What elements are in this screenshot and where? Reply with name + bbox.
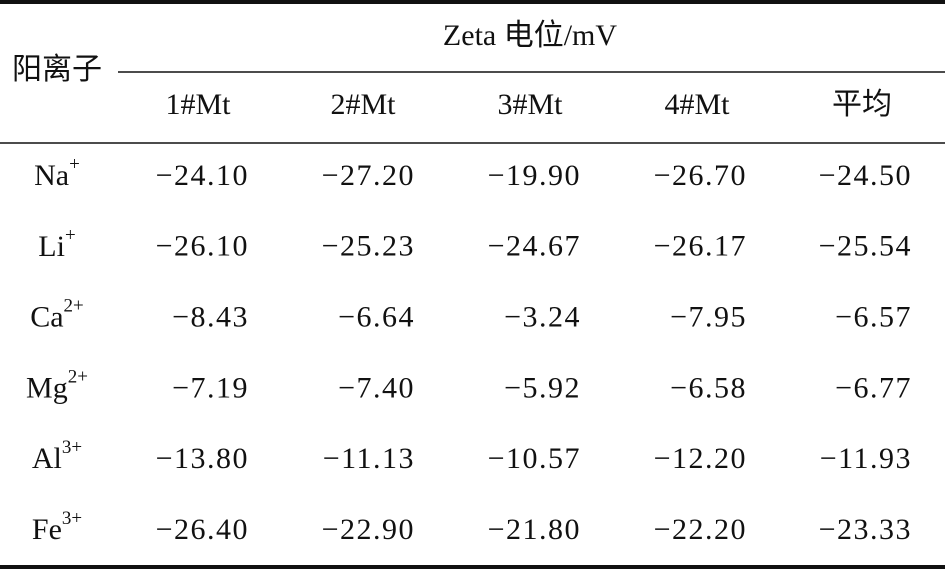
cell-value: −6.77: [835, 371, 912, 404]
cell-value: −12.20: [654, 442, 747, 475]
ion-label: Ca2+: [30, 296, 84, 334]
cell-value: −7.40: [338, 371, 415, 404]
cell-value: −13.80: [156, 442, 249, 475]
cell-value: −24.50: [819, 159, 912, 192]
cell-value: −23.33: [819, 513, 912, 546]
cell-value: −11.13: [323, 442, 415, 475]
cell-value: −3.24: [504, 300, 581, 333]
ion-charge: +: [69, 154, 80, 175]
ion-symbol: Al: [32, 442, 62, 475]
column-header: 1#Mt: [165, 88, 231, 121]
ion-label: Fe3+: [32, 508, 82, 546]
cell-value: −26.17: [654, 230, 747, 263]
cell-value: −24.67: [488, 230, 581, 263]
column-header: 3#Mt: [497, 88, 563, 121]
column-header: 平均: [832, 88, 892, 121]
cell-value: −26.10: [156, 230, 249, 263]
cell-value: −11.93: [820, 442, 912, 475]
cell-value: −26.70: [654, 159, 747, 192]
group-header: Zeta 电位/mV: [443, 19, 617, 52]
ion-label: Al3+: [32, 438, 82, 476]
cell-value: −21.80: [488, 513, 581, 546]
cell-value: −8.43: [172, 300, 249, 333]
cell-value: −6.64: [338, 300, 415, 333]
ion-charge: 3+: [62, 508, 82, 529]
cell-value: −6.58: [670, 371, 747, 404]
cell-value: −7.19: [172, 371, 249, 404]
ion-charge: +: [65, 225, 76, 246]
cell-value: −25.54: [819, 230, 912, 263]
ion-symbol: Fe: [32, 513, 62, 546]
ion-symbol: Li: [38, 230, 65, 263]
cell-value: −5.92: [504, 371, 581, 404]
ion-symbol: Ca: [30, 300, 63, 333]
cell-value: −6.57: [835, 300, 912, 333]
cell-value: −24.10: [156, 159, 249, 192]
column-header: 4#Mt: [664, 88, 730, 121]
ion-label: Mg2+: [26, 367, 88, 405]
cell-value: −26.40: [156, 513, 249, 546]
ion-label: Li+: [38, 225, 75, 263]
cell-value: −22.20: [654, 513, 747, 546]
cell-value: −10.57: [488, 442, 581, 475]
cell-value: −22.90: [322, 513, 415, 546]
cell-value: −27.20: [322, 159, 415, 192]
row-header: 阳离子: [12, 53, 102, 86]
ion-symbol: Na: [34, 159, 69, 192]
ion-symbol: Mg: [26, 371, 68, 404]
cell-value: −7.95: [670, 300, 747, 333]
ion-charge: 3+: [62, 438, 82, 459]
ion-label: Na+: [34, 154, 80, 192]
column-header: 2#Mt: [330, 88, 396, 121]
cell-value: −25.23: [322, 230, 415, 263]
cell-value: −19.90: [488, 159, 581, 192]
ion-charge: 2+: [68, 367, 88, 388]
ion-charge: 2+: [64, 296, 84, 317]
